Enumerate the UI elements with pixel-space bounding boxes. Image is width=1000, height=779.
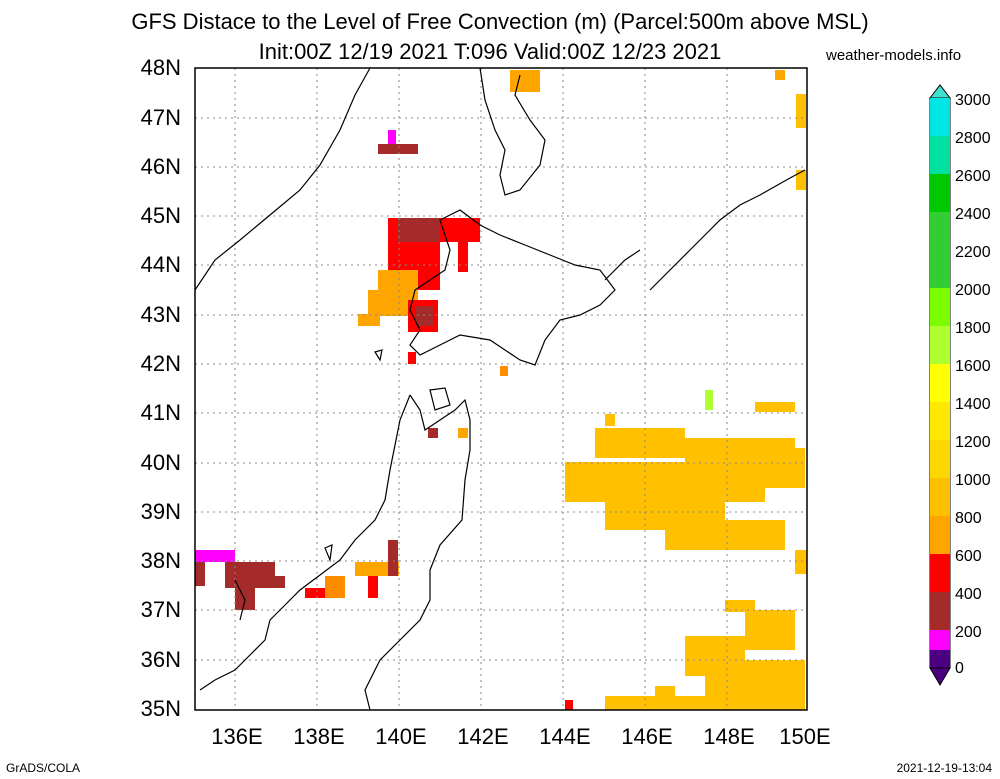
colorbar-label: 1200 [955, 434, 991, 451]
colorbar-label: 2600 [955, 168, 991, 185]
colorbar-label: 2200 [955, 244, 991, 261]
lat-label: 43N [140, 302, 181, 327]
lat-label: 41N [140, 400, 181, 425]
lat-label: 37N [140, 597, 181, 622]
lon-label: 150E [779, 724, 831, 749]
lat-label: 40N [140, 450, 181, 475]
grid-lines [195, 68, 807, 710]
lat-label: 44N [140, 252, 181, 277]
colorbar [928, 84, 952, 686]
colorbar-label: 3000 [955, 92, 991, 109]
colorbar-label: 1400 [955, 396, 991, 413]
lat-label: 39N [140, 499, 181, 524]
lon-label: 140E [375, 724, 427, 749]
site-label: weather-models.info [826, 47, 962, 64]
lat-label: 48N [140, 55, 181, 80]
lat-label: 36N [140, 647, 181, 672]
colorbar-label: 2000 [955, 282, 991, 299]
colorbar-label: 0 [955, 660, 964, 677]
colorbar-label: 2800 [955, 130, 991, 147]
colorbar-label: 1800 [955, 320, 991, 337]
colorbar-label: 1600 [955, 358, 991, 375]
lon-label: 144E [539, 724, 591, 749]
colorbar-label: 800 [955, 510, 982, 527]
chart-title-line2: Init:00Z 12/19 2021 T:096 Valid:00Z 12/2… [258, 39, 722, 64]
lon-label: 142E [457, 724, 509, 749]
colorbar-label: 200 [955, 624, 982, 641]
chart-title-line1: GFS Distace to the Level of Free Convect… [131, 9, 869, 34]
lfc-field [195, 70, 807, 710]
lon-label: 146E [621, 724, 673, 749]
lat-label: 47N [140, 105, 181, 130]
lat-label: 38N [140, 548, 181, 573]
colorbar-label: 600 [955, 548, 982, 565]
footer-credit: GrADS/COLA [6, 761, 81, 775]
lat-label: 46N [140, 154, 181, 179]
footer-timestamp: 2021-12-19-13:04 [896, 761, 992, 775]
colorbar-label: 400 [955, 586, 982, 603]
lon-label: 138E [293, 724, 345, 749]
lat-label: 42N [140, 351, 181, 376]
lon-label: 148E [703, 724, 755, 749]
colorbar-label: 1000 [955, 472, 991, 489]
lat-label: 45N [140, 203, 181, 228]
colorbar-label: 2400 [955, 206, 991, 223]
lat-label: 35N [140, 696, 181, 721]
plot-frame [194, 67, 808, 711]
coastlines [194, 67, 806, 711]
lon-label: 136E [211, 724, 263, 749]
